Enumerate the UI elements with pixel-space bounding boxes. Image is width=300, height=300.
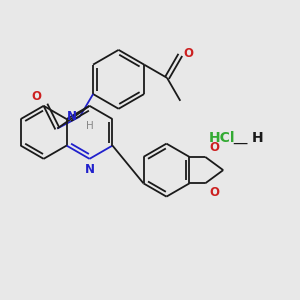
Text: O: O	[209, 141, 219, 154]
Text: H: H	[86, 122, 94, 131]
Text: N: N	[85, 163, 94, 176]
Text: HCl: HCl	[209, 131, 236, 145]
Text: O: O	[209, 186, 219, 199]
Text: N: N	[67, 110, 77, 123]
Text: O: O	[183, 47, 193, 60]
Text: O: O	[32, 90, 41, 103]
Text: H: H	[252, 131, 264, 145]
Text: —: —	[233, 136, 248, 151]
